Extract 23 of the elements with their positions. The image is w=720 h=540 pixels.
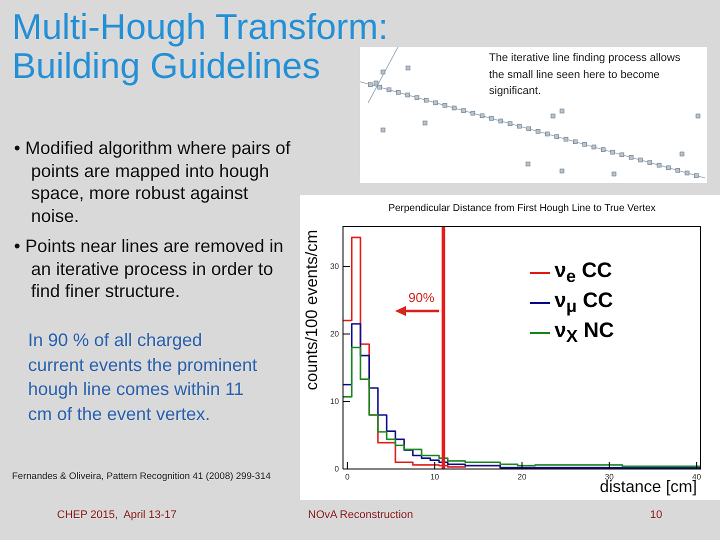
x-tick-label: 0 bbox=[345, 472, 350, 482]
y-tick-label: 10 bbox=[330, 397, 340, 406]
y-tick-label: 20 bbox=[330, 330, 340, 339]
annotation: 90% bbox=[408, 290, 434, 305]
text: 10 bbox=[650, 508, 664, 522]
legend-label: ν$_{X}$ NC bbox=[554, 318, 614, 348]
y-tick-label: 0 bbox=[334, 464, 340, 474]
y-axis-title: counts/100 events/cm bbox=[302, 228, 322, 392]
text: • Points near lines are removed in an iterative process in order to find finer structure. bbox=[14, 235, 284, 304]
text: Fernandes & Oliveira, Pattern Recognition 41 (2008) 299-314 bbox=[12, 471, 272, 483]
legend-label: ν$_{e}$ CC bbox=[554, 258, 612, 288]
chart-subtitle: Perpendicular Distance from First Hough Line to True Vertex bbox=[387, 203, 657, 215]
text: CHEP 2015, April 13-17 bbox=[57, 508, 178, 522]
x-tick-label: 10 bbox=[430, 472, 440, 482]
text: NOvA Reconstruction bbox=[308, 508, 414, 522]
text: The iterative line finding process allows the small line seen here to become significant. bbox=[489, 51, 681, 99]
text: In 90 % of all charged current events the prominent hough line comes within 11 cm of the event vertex. bbox=[28, 329, 258, 426]
x-axis-title: distance [cm] bbox=[600, 478, 697, 497]
x-tick-label: 20 bbox=[518, 472, 527, 482]
y-tick-label: 30 bbox=[330, 262, 340, 272]
chart-title: Multi-Hough Transform: Building Guidelines bbox=[12, 6, 390, 86]
text: • Modified algorithm where pairs of points are mapped into hough space, more robust against noise. bbox=[14, 137, 292, 228]
legend-label: ν$_{μ}$ CC bbox=[554, 288, 614, 318]
